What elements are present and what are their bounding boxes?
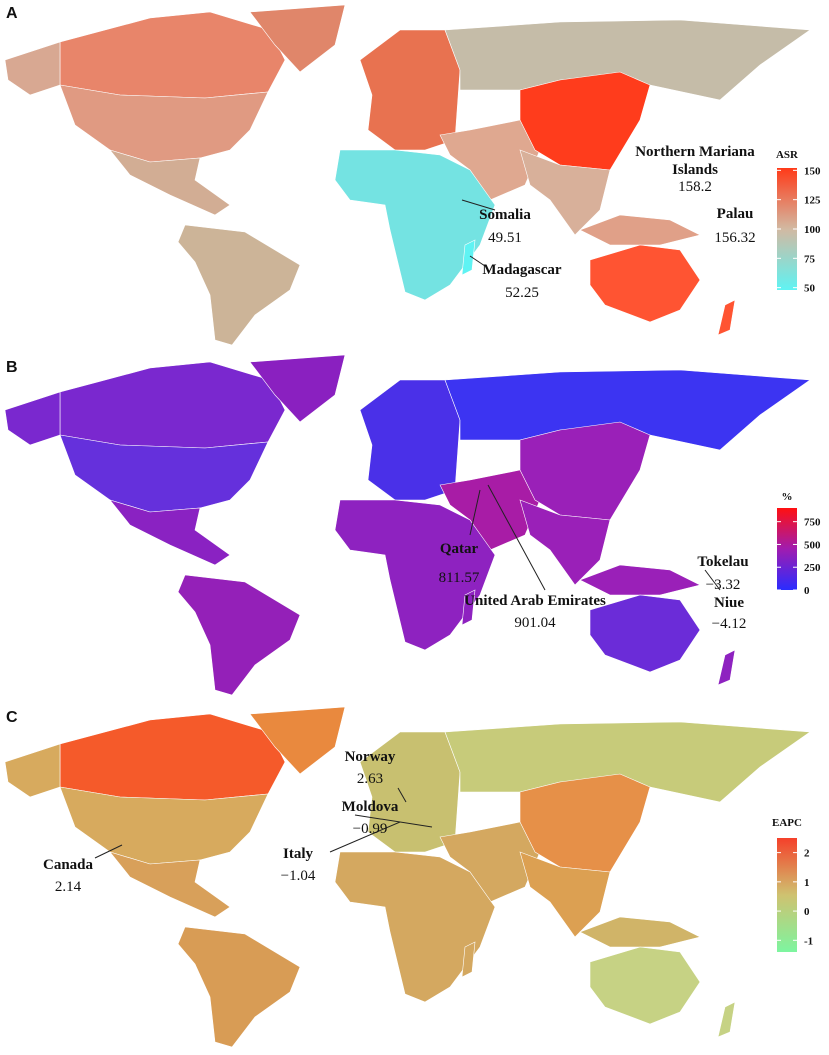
region <box>579 916 701 948</box>
legend-tick-label: 0 <box>804 906 810 918</box>
legend-title: EAPC <box>772 817 802 829</box>
legend-tick-label: 2 <box>804 848 810 860</box>
leader-line <box>94 844 123 859</box>
region <box>334 149 496 301</box>
annotation-name: Canada <box>43 857 94 873</box>
legend-tick-label: -1 <box>804 935 813 947</box>
annotation-name: United Arab Emirates <box>464 593 606 609</box>
region <box>59 84 269 163</box>
region <box>59 361 286 449</box>
annotation-name: Italy <box>283 846 314 862</box>
legend-tick-label: 500 <box>804 539 821 551</box>
region <box>359 29 461 151</box>
region <box>59 434 269 513</box>
annotation-value: 2.63 <box>357 771 383 787</box>
region <box>589 946 701 1025</box>
annotation-name: Qatar <box>440 541 479 557</box>
panel-label: B <box>6 359 18 376</box>
leader-line <box>487 484 546 591</box>
leader-line <box>329 821 401 853</box>
colorbar <box>777 838 797 952</box>
legend-tick-label: 75 <box>804 253 816 265</box>
annotation-value: −3.32 <box>706 577 741 593</box>
region <box>4 743 61 798</box>
panel-label: C <box>6 709 18 726</box>
annotation-value: −4.12 <box>712 616 747 632</box>
region <box>579 214 701 246</box>
legend-tick-label: 50 <box>804 283 816 295</box>
region <box>59 786 269 865</box>
annotation-value: −1.04 <box>281 868 316 884</box>
region <box>519 773 651 873</box>
region <box>717 1001 736 1038</box>
region <box>589 244 701 323</box>
annotation-value: −0.99 <box>353 821 388 837</box>
annotation-name: Palau <box>717 206 754 222</box>
region <box>519 71 651 171</box>
annotation-value: 156.32 <box>714 230 755 246</box>
annotation-value: 158.2 <box>678 179 712 195</box>
leader-line <box>704 569 721 591</box>
colorbar <box>777 168 797 290</box>
leader-line <box>469 489 481 536</box>
leader-line <box>354 814 433 828</box>
region <box>177 574 301 696</box>
annotation-name: Moldova <box>342 799 399 815</box>
region <box>334 851 496 1003</box>
region <box>589 594 701 673</box>
legend-tick-label: 0 <box>804 585 810 597</box>
annotation-name: Norway <box>345 749 396 765</box>
legend-tick-label: 150 <box>804 165 821 177</box>
region <box>579 564 701 596</box>
map-c <box>4 706 811 1048</box>
region <box>519 421 651 521</box>
region <box>359 379 461 501</box>
legend-tick-label: 250 <box>804 562 821 574</box>
annotation-value: 2.14 <box>55 879 82 895</box>
legend-tick-label: 1 <box>804 877 810 889</box>
leader-line <box>397 787 407 803</box>
legend-tick-label: 750 <box>804 517 821 529</box>
region <box>717 649 736 686</box>
leader-line <box>469 255 486 267</box>
region <box>4 41 61 96</box>
annotation-name: Niue <box>714 595 744 611</box>
annotation-value: 901.04 <box>514 615 556 631</box>
annotation-name: Tokelau <box>697 554 748 570</box>
annotation-value: 811.57 <box>439 570 480 586</box>
region <box>177 926 301 1048</box>
leader-line <box>461 199 496 211</box>
annotation-value: 52.25 <box>505 285 539 301</box>
legend-tick-label: 100 <box>804 224 821 236</box>
region <box>59 713 286 801</box>
legend-tick-label: 125 <box>804 195 821 207</box>
annotation-value: 49.51 <box>488 230 522 246</box>
region <box>4 391 61 446</box>
region <box>59 11 286 99</box>
legend-title: % <box>782 491 793 503</box>
legend-title: ASR <box>776 149 799 161</box>
colorbar <box>777 508 797 590</box>
region <box>177 224 301 346</box>
annotation-name: Northern Mariana <box>635 144 755 160</box>
region <box>717 299 736 336</box>
annotation-name: Madagascar <box>482 262 561 278</box>
map-b <box>4 354 811 696</box>
panel-label: A <box>6 5 18 22</box>
annotation-name: Somalia <box>479 207 531 223</box>
annotation-name: Islands <box>672 162 718 178</box>
